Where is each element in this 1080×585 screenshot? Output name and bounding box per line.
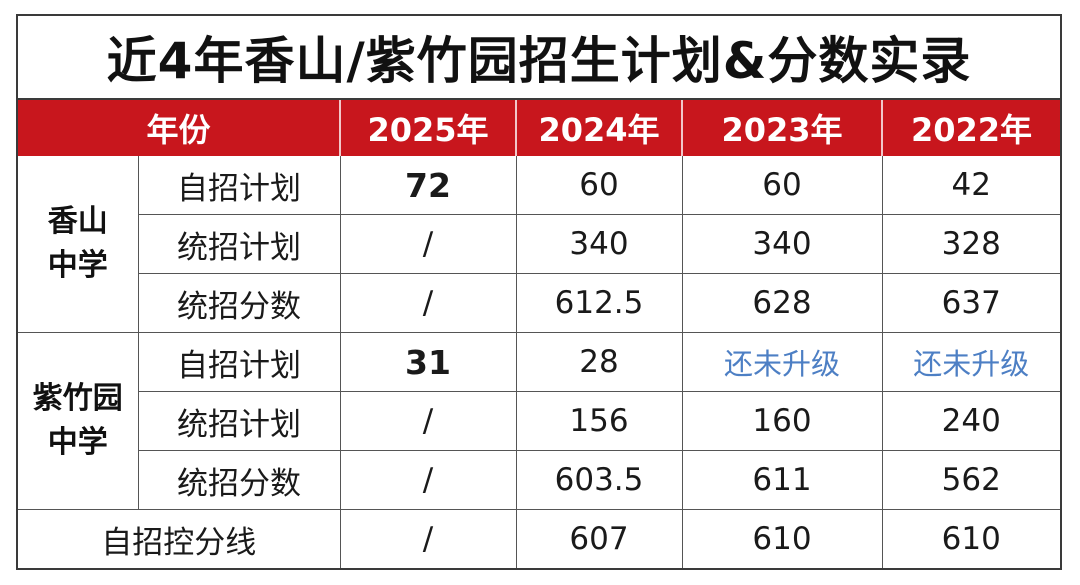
cell-value: / <box>339 509 517 568</box>
cell-value: 612.5 <box>515 273 683 333</box>
row-label: 统招分数 <box>137 450 341 510</box>
group-name-line2: 中学 <box>47 425 108 460</box>
header-row: 年份 2025年 2024年 2023年 2022年 <box>18 100 1060 156</box>
row-label: 统招计划 <box>137 391 341 451</box>
cell-value: 610 <box>881 509 1060 568</box>
header-year-label: 年份 <box>18 100 341 156</box>
row-label-control-line: 自招控分线 <box>18 509 341 568</box>
group-xiangshan: 香山 中学 <box>18 156 138 333</box>
cell-value: 60 <box>515 156 683 215</box>
cell-value: / <box>339 450 517 510</box>
cell-value: 610 <box>681 509 883 568</box>
page-title: 近4年香山/紫竹园招生计划&分数实录 <box>18 16 1060 100</box>
table-row: 自招控分线 / 607 610 610 <box>18 509 1060 568</box>
score-table-card: 近4年香山/紫竹园招生计划&分数实录 年份 2025年 2024年 2023年 … <box>16 14 1062 570</box>
table-row: 香山 中学 自招计划 72 60 60 42 <box>18 156 1060 283</box>
cell-value: 562 <box>881 450 1060 510</box>
group-zizhuyuan: 紫竹园 中学 <box>18 332 138 510</box>
cell-value: 60 <box>681 156 883 215</box>
row-label: 统招分数 <box>137 273 341 333</box>
group-name-line2: 中学 <box>47 248 108 283</box>
group-name-line1: 香山 <box>47 204 108 239</box>
cell-value: 340 <box>515 214 683 274</box>
table-row: 统招分数 / 612.5 628 637 <box>18 273 1060 333</box>
cell-value-note: 还未升级 <box>681 332 883 392</box>
table-row: 统招计划 / 156 160 240 <box>18 391 1060 451</box>
row-label: 自招计划 <box>137 156 341 215</box>
cell-value: 628 <box>681 273 883 333</box>
cell-value: / <box>339 214 517 274</box>
admission-table: 年份 2025年 2024年 2023年 2022年 香山 中学 自招计划 72… <box>18 100 1060 568</box>
cell-value: 31 <box>339 332 517 392</box>
header-2022: 2022年 <box>881 100 1060 156</box>
header-2023: 2023年 <box>681 100 883 156</box>
cell-value: 328 <box>881 214 1060 274</box>
cell-value: 72 <box>339 156 517 215</box>
cell-value: 156 <box>515 391 683 451</box>
cell-value: 160 <box>681 391 883 451</box>
row-label: 统招计划 <box>137 214 341 274</box>
header-2024: 2024年 <box>515 100 683 156</box>
cell-value: 240 <box>881 391 1060 451</box>
cell-value-note: 还未升级 <box>881 332 1060 392</box>
cell-value: 637 <box>881 273 1060 333</box>
cell-value: 607 <box>515 509 683 568</box>
cell-value: 611 <box>681 450 883 510</box>
header-2025: 2025年 <box>339 100 517 156</box>
table-row: 紫竹园 中学 自招计划 31 28 还未升级 还未升级 <box>18 332 1060 510</box>
cell-value: 603.5 <box>515 450 683 510</box>
group-name-line1: 紫竹园 <box>32 381 123 416</box>
cell-value: 340 <box>681 214 883 274</box>
row-label: 自招计划 <box>137 332 341 392</box>
cell-value: 28 <box>515 332 683 392</box>
table-row: 统招计划 / 340 340 328 <box>18 214 1060 274</box>
table-row: 统招分数 / 603.5 611 562 <box>18 450 1060 510</box>
cell-value: / <box>339 391 517 451</box>
cell-value: 42 <box>881 156 1060 215</box>
cell-value: / <box>339 273 517 333</box>
